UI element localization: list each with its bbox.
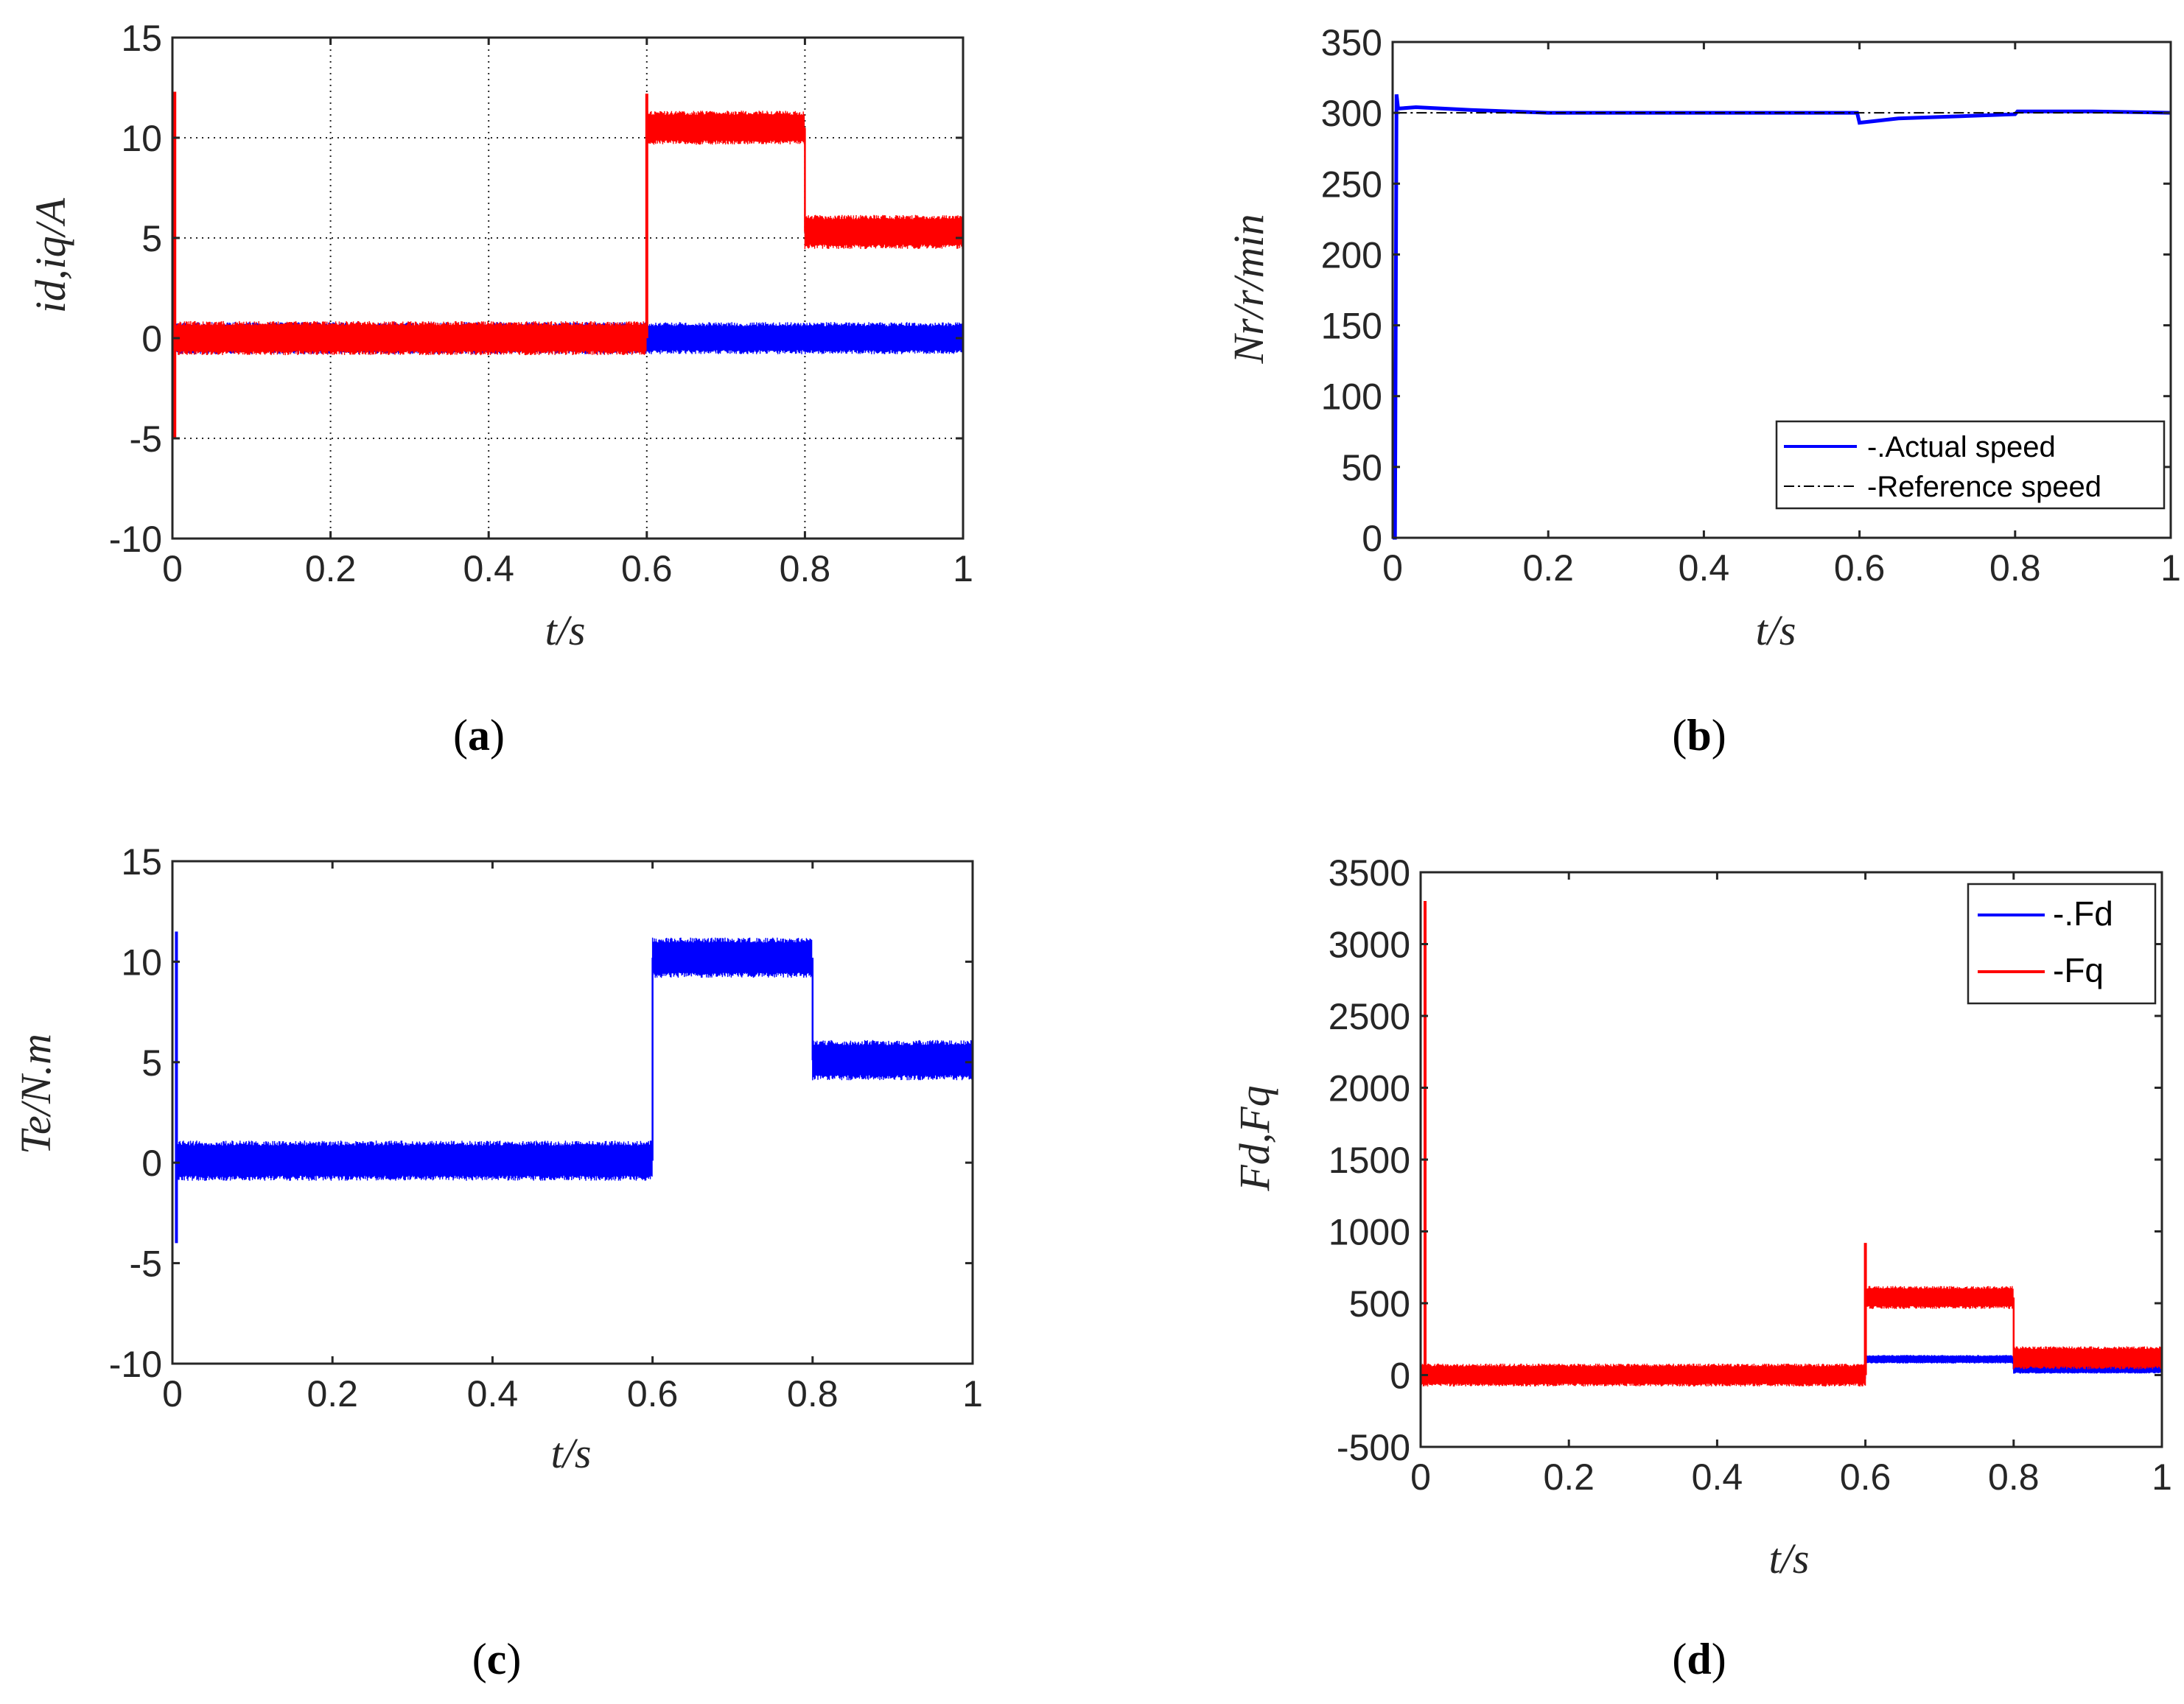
x-tick-label: 0: [162, 548, 183, 589]
y-tick-label: 3500: [1329, 852, 1410, 894]
x-tick-label: 0.6: [627, 1373, 679, 1414]
axes-frame: [171, 36, 965, 540]
y-tick-label: 350: [1321, 22, 1382, 63]
legend-box: [1775, 420, 2166, 510]
y-tick-label: -500: [1337, 1427, 1410, 1468]
y-tick-label: 50: [1341, 447, 1382, 488]
panel-a: (a) t/s id,iq/A 0 0.2 0.4 0.6 0.8 1 -10 -5 0 5 10 1…: [27, 18, 973, 760]
y-tick-label: 5: [141, 1042, 162, 1084]
panel-a-xlabel: t/s: [545, 606, 586, 654]
panel-d-caption: (d): [1672, 1635, 1726, 1683]
x-tick-label: 0: [1410, 1456, 1431, 1498]
y-tick-label: -10: [109, 1344, 162, 1385]
panel-c-xlabel: t/s: [551, 1429, 592, 1477]
panel-c: (c) t/s Te/N.m 0 0.2 0.4 0.6 0.8 1 -10 -5 0 5 10 15: [12, 841, 983, 1683]
x-tick-label: 0.6: [621, 548, 673, 589]
y-tick-label: 5: [141, 218, 162, 259]
y-tick-label: 0: [141, 318, 162, 360]
y-tick-label: 3000: [1329, 925, 1410, 966]
series-te: [175, 931, 973, 1244]
x-tick-label: 0.8: [787, 1373, 839, 1414]
panel-d-xlabel: t/s: [1769, 1535, 1810, 1582]
x-tick-label: 0.2: [305, 548, 357, 589]
legend: -.Actual speed -Reference speed: [1775, 420, 2166, 510]
y-tick-label: 0: [141, 1143, 162, 1184]
panel-b-ylabel: Nr/r/min: [1225, 214, 1273, 364]
panel-b-xlabel: t/s: [1756, 606, 1796, 654]
x-tick-label: 0: [162, 1373, 183, 1414]
y-tick-label: 10: [121, 942, 162, 983]
x-tick-label: 0.4: [467, 1373, 519, 1414]
x-tick-label: 0.2: [307, 1373, 358, 1414]
x-tick-label: 0.4: [463, 548, 514, 589]
x-tick-label: 0.2: [1522, 547, 1574, 589]
y-tick-label: 2000: [1329, 1068, 1410, 1109]
y-tick-label: 500: [1349, 1283, 1410, 1325]
y-tick-label: -5: [130, 1244, 162, 1285]
y-tick-label: 10: [121, 118, 162, 159]
x-tick-label: 1: [2160, 547, 2181, 589]
panel-d: (d) t/s Fd,Fq 0 0.2 0.4 0.6 0.8 1-50005001000…: [1231, 852, 2172, 1683]
x-tick-label: 0.6: [1834, 547, 1886, 589]
x-tick-label: 0.2: [1543, 1456, 1595, 1498]
legend: -.Fd -Fq: [1967, 883, 2157, 1005]
x-tick-label: 1: [953, 548, 973, 589]
x-tick-label: 0.8: [1989, 547, 2041, 589]
y-tick-label: -10: [109, 519, 162, 560]
axes-frame: [1391, 41, 2172, 539]
y-tick-label: 300: [1321, 93, 1382, 134]
x-tick-label: 0.4: [1692, 1456, 1743, 1498]
x-tick-label: 0.6: [1840, 1456, 1891, 1498]
y-tick-label: 1000: [1329, 1212, 1410, 1253]
legend-box: [1967, 883, 2157, 1005]
y-tick-label: 200: [1321, 234, 1382, 276]
legend-label: -.Actual speed: [1867, 431, 2056, 463]
axes-frame: [171, 860, 974, 1365]
y-tick-label: 1500: [1329, 1140, 1410, 1181]
panel-c-ylabel: Te/N.m: [12, 1034, 60, 1154]
panel-d-ylabel: Fd,Fq: [1231, 1085, 1278, 1191]
y-tick-label: -5: [130, 418, 162, 460]
panel-b: (b) t/s Nr/r/min 0 0.2 0.4 0.6 0.8 1 0 50 100 150…: [1225, 22, 2181, 760]
series-band: [174, 111, 963, 356]
panel-b-caption: (b): [1672, 711, 1726, 760]
y-tick-label: 250: [1321, 164, 1382, 205]
x-tick-label: 0.8: [780, 548, 831, 589]
panel-a-ylabel: id,iq/A: [27, 197, 74, 313]
x-tick-label: 1: [962, 1373, 983, 1414]
legend-label: -Reference speed: [1867, 471, 2101, 503]
legend-label: -Fq: [2053, 951, 2104, 989]
x-tick-label: 0.8: [1988, 1456, 2040, 1498]
y-tick-label: 2500: [1329, 996, 1410, 1037]
panel-a-caption: (a): [453, 711, 505, 760]
x-tick-label: 1: [2152, 1456, 2172, 1498]
y-tick-label: 0: [1390, 1356, 1410, 1397]
y-tick-label: 0: [1362, 518, 1382, 559]
legend-label: -.Fd: [2053, 894, 2113, 933]
series-iq: [173, 91, 963, 438]
y-tick-label: 150: [1321, 306, 1382, 347]
y-tick-label: 15: [121, 841, 162, 883]
x-tick-label: 0.4: [1679, 547, 1730, 589]
series-band: [175, 937, 973, 1181]
y-tick-label: 15: [121, 18, 162, 59]
panel-c-caption: (c): [472, 1635, 522, 1683]
y-tick-label: 100: [1321, 376, 1382, 418]
x-tick-label: 0: [1382, 547, 1403, 589]
